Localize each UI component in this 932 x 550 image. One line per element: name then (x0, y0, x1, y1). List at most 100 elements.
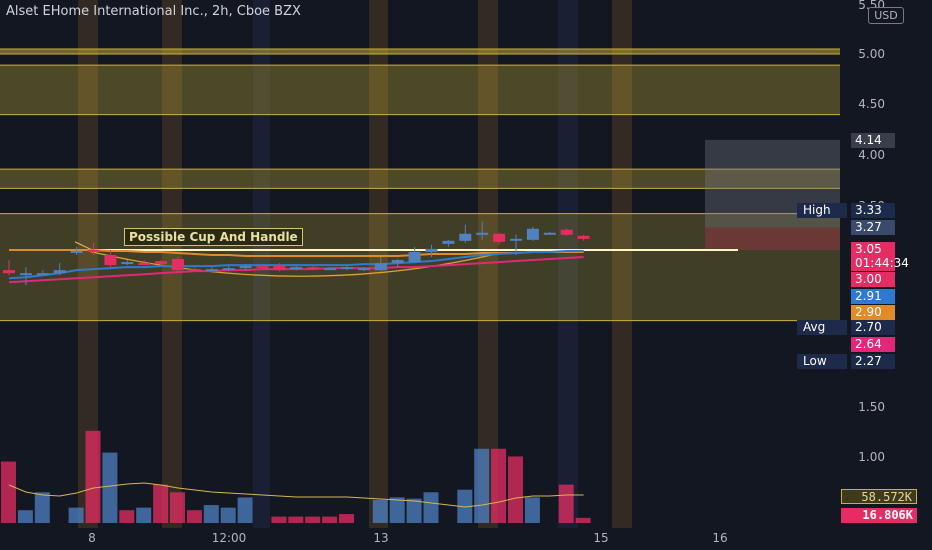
low-label: Low (797, 354, 847, 369)
volume-bar (136, 507, 152, 523)
candle-body (222, 268, 235, 271)
volume-bar (389, 497, 405, 523)
candle-body (3, 270, 15, 274)
y-tick-label: 5.00 (858, 47, 885, 61)
volume-bar (220, 507, 236, 523)
candle-body (256, 266, 269, 269)
avg-value: 2.70 (851, 320, 895, 335)
cup-curve (87, 250, 501, 277)
candle-body (425, 248, 438, 252)
candle-body (560, 229, 573, 235)
candle-body (138, 263, 151, 266)
price-label-300: 3.00 (851, 272, 895, 287)
volume-bar (170, 492, 185, 523)
volume-bar (524, 497, 540, 523)
y-tick-label: 1.50 (858, 400, 885, 414)
annotation-pointer (74, 241, 93, 251)
ma-blue-line (8, 249, 584, 280)
high-value: 3.33 (851, 203, 895, 218)
current-price-label: 3.05 (851, 242, 895, 257)
volume-bar (34, 492, 50, 523)
price-label-291: 2.91 (851, 289, 895, 304)
x-tick-label: 15 (593, 531, 608, 545)
candle-body (172, 259, 184, 271)
candle-body (374, 263, 387, 271)
volume-bar (372, 499, 388, 523)
volume-bar (102, 452, 118, 523)
price-zones (0, 48, 840, 322)
currency-button[interactable]: USD (868, 7, 904, 24)
candle-countdown: 01:44:34 (851, 256, 909, 271)
volume-bar (423, 492, 439, 523)
risk-box (705, 227, 840, 250)
volume-bar (406, 498, 422, 523)
x-tick-label: 8 (88, 531, 96, 545)
volume-bar (271, 516, 287, 523)
y-tick-label: 4.00 (858, 148, 885, 162)
volume-bar (508, 456, 523, 523)
candle-body (155, 261, 168, 265)
volume-bar (339, 514, 354, 523)
candle-body (205, 269, 218, 272)
session-band-2 (253, 0, 270, 528)
session-band-0 (78, 0, 98, 528)
volume-bar (305, 516, 321, 523)
price-label-264: 2.64 (851, 337, 895, 352)
volume-label: 16.806K (841, 508, 917, 523)
x-tick-label: 16 (712, 531, 727, 545)
session-band-4 (478, 0, 498, 528)
candle-body (493, 233, 506, 242)
volume-bar (457, 489, 473, 523)
price-zone-2 (0, 169, 840, 189)
volume-bars (1, 430, 591, 523)
volume-bar (186, 510, 202, 523)
candle-body (188, 269, 201, 272)
x-tick-label: 13 (373, 531, 388, 545)
candle-body (324, 268, 337, 271)
volume-bar (68, 507, 84, 523)
candle-body (526, 228, 539, 240)
volume-bar (575, 517, 591, 523)
candle-body (104, 255, 117, 266)
candle-body (19, 273, 32, 276)
high-label: High (797, 203, 847, 218)
price-label-414: 4.14 (851, 133, 895, 148)
volume-bar (491, 448, 507, 523)
volume-bar (474, 448, 490, 523)
candle-body (239, 266, 252, 269)
volume-bar (119, 510, 135, 523)
low-value: 2.27 (851, 354, 895, 369)
volume-bar (322, 516, 338, 523)
candle-body (357, 268, 370, 271)
volume-ma-line (8, 482, 584, 508)
candle-body (87, 249, 100, 252)
candle-body (273, 265, 286, 271)
volume-bar (558, 484, 574, 523)
candle-body (53, 270, 66, 274)
candle-body (442, 240, 455, 244)
candle-body (476, 232, 489, 235)
candle-body (307, 267, 320, 270)
x-tick-label: 12:00 (212, 531, 247, 545)
candle-body (290, 267, 303, 270)
volume-bar (288, 516, 304, 523)
candle-body (391, 260, 404, 264)
y-tick-label: 4.50 (858, 97, 885, 111)
price-label-290: 2.90 (851, 305, 895, 320)
volume-bar (1, 461, 16, 523)
pattern-annotation: Possible Cup And Handle (124, 228, 303, 246)
candle-body (36, 273, 49, 276)
price-zone-0 (0, 48, 840, 55)
volume-ma-label: 58.572K (841, 489, 917, 504)
volume-bar (203, 505, 219, 523)
volume-bar (85, 430, 101, 523)
price-zone-1 (0, 65, 840, 115)
ma-orange-line (9, 248, 584, 258)
session-band-6 (612, 0, 632, 528)
avg-label: Avg (797, 320, 847, 335)
price-label-327: 3.27 (851, 220, 895, 235)
y-tick-label: 1.00 (858, 450, 885, 464)
candle-body (70, 250, 83, 253)
